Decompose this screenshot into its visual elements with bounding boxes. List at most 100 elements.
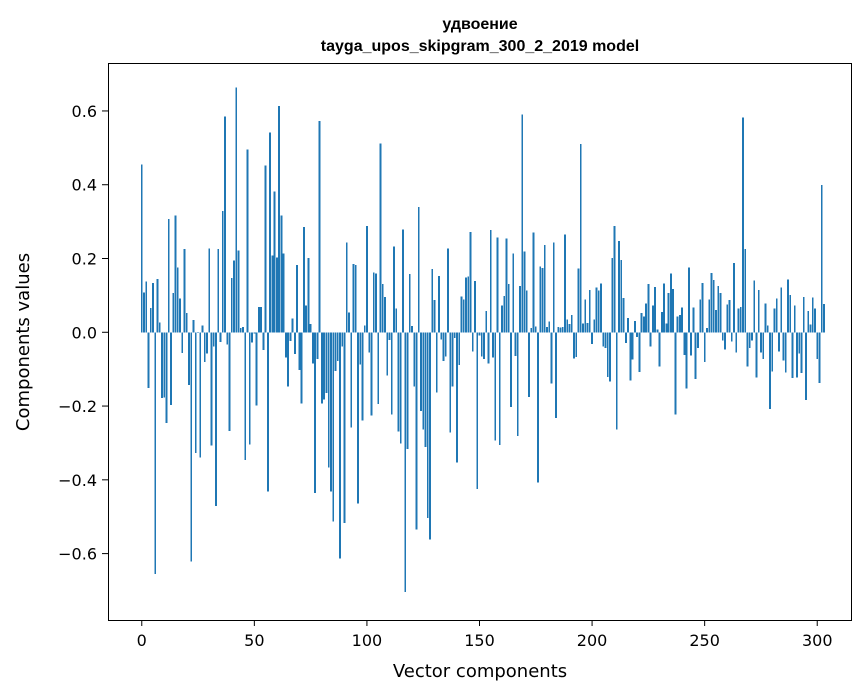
bar-196 [582,323,584,333]
bar-49 [251,332,253,343]
x-axis-ticks: 0 50 100 150 200 250 300 [137,620,833,650]
bar-177 [539,266,542,333]
bar-149 [476,332,479,490]
bar-270 [748,332,751,348]
bar-124 [420,332,422,411]
bar-169 [521,114,524,333]
bar-118 [406,332,409,449]
bar-163 [507,283,510,333]
bar-213 [620,259,623,333]
bar-259 [724,332,726,350]
bar-273 [755,332,758,378]
bar-28 [203,332,206,363]
bar-34 [217,248,220,333]
bar-224 [645,303,648,333]
bar-207 [606,332,609,377]
bar-157 [494,332,497,441]
bar-121 [413,332,416,387]
bar-298 [811,297,814,333]
bar-218 [631,332,634,360]
bar-38 [226,332,229,345]
bar-255 [715,309,717,333]
bar-67 [291,318,294,333]
bar-101 [368,332,371,353]
bar-56 [266,332,269,492]
bar-185 [557,327,560,333]
bar-24 [194,332,197,453]
bar-127 [426,332,429,518]
bar-96 [357,332,359,504]
bar-52 [257,306,260,333]
bar-209 [611,258,614,333]
bar-216 [627,317,629,333]
bar-268 [744,248,747,333]
bar-94 [352,264,355,333]
bar-151 [480,332,483,357]
bar-260 [726,304,729,333]
bar-158 [496,237,499,333]
bar-233 [665,323,668,333]
bar-160 [501,305,503,333]
bar-226 [649,332,652,347]
chart-title-line2: tayga_upos_skipgram_300_2_2019 model [321,38,639,55]
bar-165 [512,253,515,333]
bar-286 [784,332,787,373]
bar-147 [471,332,474,352]
bar-292 [798,332,801,354]
bar-133 [440,332,443,340]
bar-19 [183,248,186,333]
bar-90 [343,332,346,523]
bar-87 [336,332,339,362]
bar-141 [458,332,461,366]
bar-236 [672,288,675,333]
bar-65 [287,332,290,387]
bar-100 [366,226,368,333]
bar-21 [188,332,190,386]
bar-230 [658,332,661,367]
bar-223 [642,316,645,333]
bar-43 [237,250,240,333]
y-tick-label: 0.2 [72,250,97,269]
bar-74 [307,257,310,333]
bar-208 [609,332,611,382]
bar-237 [674,332,677,415]
bar-42 [235,87,238,333]
bar-70 [298,332,301,370]
bar-162 [505,238,508,333]
bar-296 [807,310,810,333]
bar-261 [728,300,731,333]
bar-231 [660,311,663,333]
bar-113 [395,308,398,333]
bar-156 [492,332,494,358]
bar-50 [253,332,256,334]
y-tick-label: 0.0 [72,323,97,342]
bar-191 [570,314,573,333]
bar-132 [438,275,440,333]
bar-97 [359,332,362,365]
bar-53 [260,306,262,333]
bar-275 [760,332,762,353]
bar-246 [694,332,697,379]
bar-227 [651,305,654,333]
bar-64 [284,332,287,358]
bar-278 [766,325,769,333]
bar-80 [320,332,323,404]
bar-26 [199,332,202,458]
bar-293 [800,332,803,374]
bar-257 [719,293,722,333]
bar-14 [172,292,175,333]
bar-153 [485,310,488,333]
y-tick-label: 0.6 [72,102,97,121]
bar-181 [548,321,551,333]
bar-244 [690,332,693,356]
bar-217 [629,332,632,381]
bar-29 [206,332,208,354]
bar-215 [624,332,627,343]
bar-238 [676,316,679,333]
bar-102 [370,332,373,416]
bar-225 [647,283,650,333]
bar-135 [444,332,447,357]
bar-148 [474,281,476,333]
bar-265 [737,308,740,333]
bar-104 [375,273,377,333]
